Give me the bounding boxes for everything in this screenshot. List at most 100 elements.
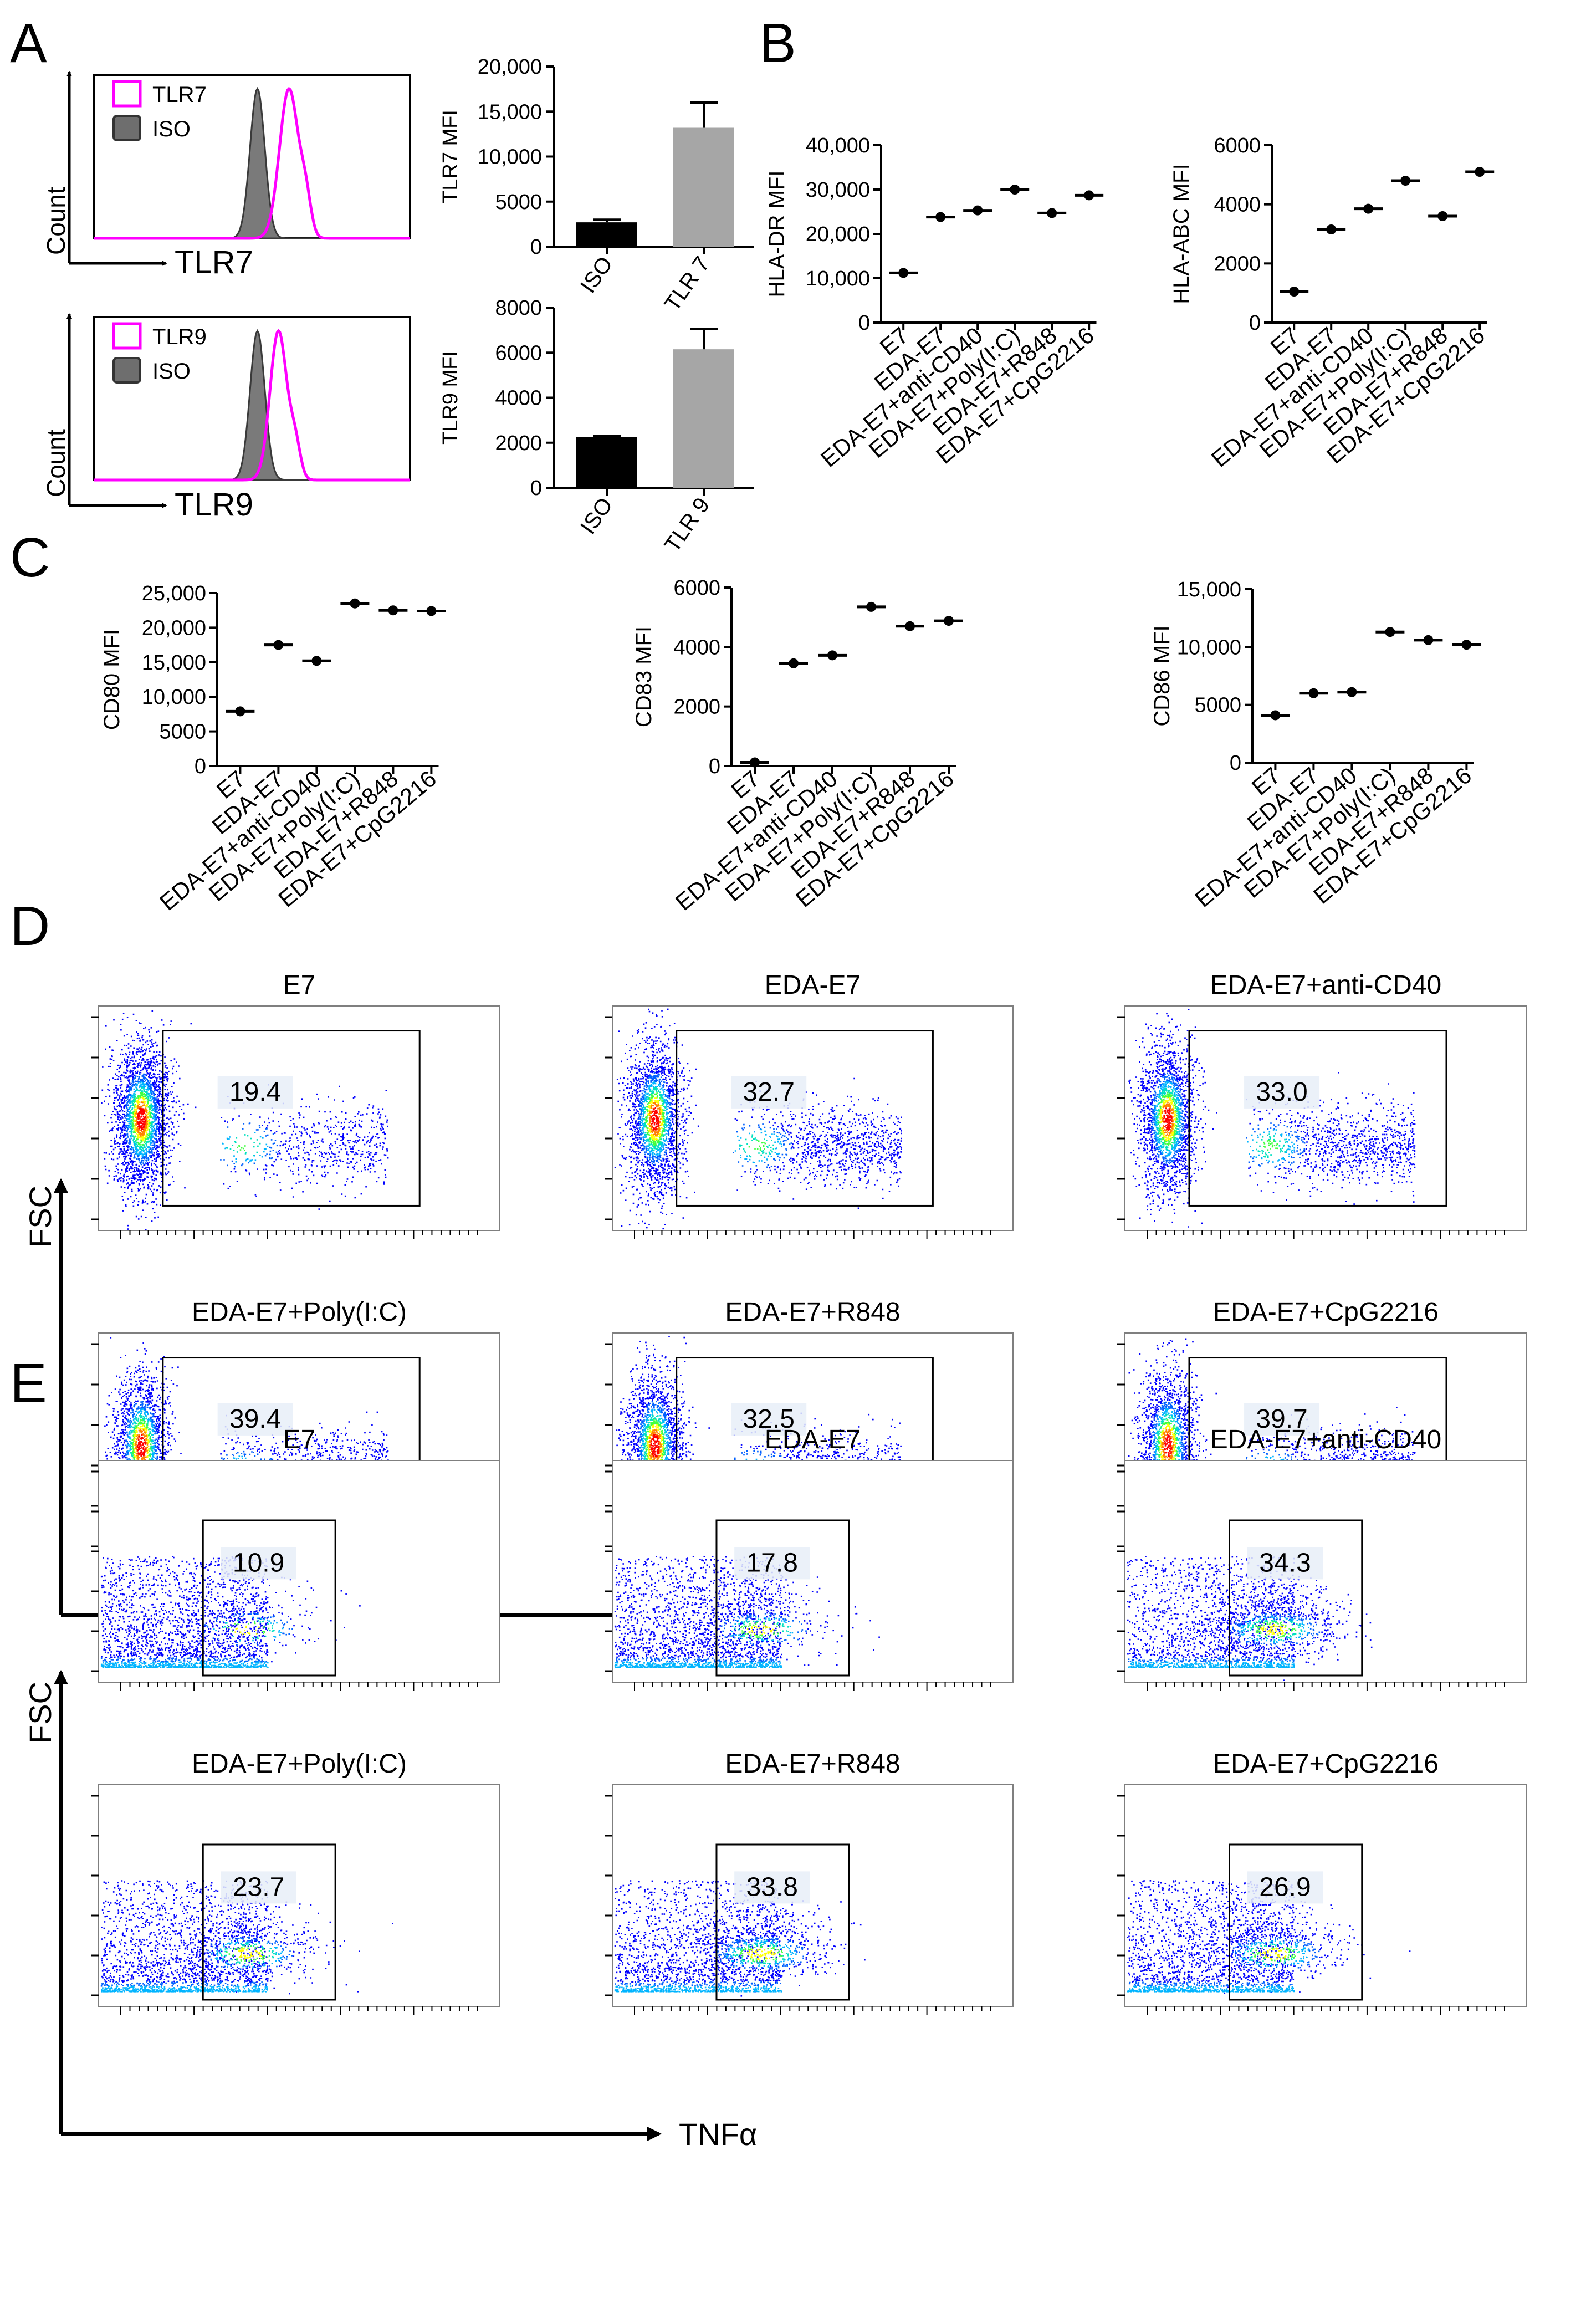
histogram-series-tlr9 [94, 329, 410, 482]
y-axis-label: HLA-ABC MFI [1169, 164, 1194, 304]
legend-swatch-iso [112, 115, 141, 141]
data-point-e7 [1289, 287, 1300, 297]
y-axis-label: FSC [23, 1186, 58, 1248]
data-point-e7 [235, 706, 245, 717]
bar-tlr9 [673, 349, 734, 488]
y-tick-label: 6000 [495, 341, 542, 365]
gate-percentage: 17.8 [746, 1548, 797, 1577]
event-density-7 [137, 1107, 146, 1131]
plot-title: EDA-E7+CpG2216 [1213, 1749, 1439, 1779]
gate-percentage: 33.8 [746, 1872, 797, 1902]
gate-label-bg [1247, 1871, 1323, 1904]
gate-percentage: 23.7 [233, 1872, 284, 1902]
gate-label-bg [221, 1547, 296, 1580]
y-tick-label: 10,000 [806, 267, 870, 290]
y-tick-label: 6000 [673, 576, 720, 600]
event-density-0 [1127, 1556, 1373, 1681]
gate-box [1229, 1519, 1363, 1677]
event-density-0 [1127, 1880, 1411, 1994]
plot-frame [612, 1005, 1014, 1231]
gate-percentage: 19.4 [229, 1077, 281, 1107]
event-density-1 [615, 1937, 807, 1987]
y-tick-label: 20,000 [478, 55, 542, 79]
gate-label-bg [731, 1076, 807, 1109]
flow-plot-eda-e7-anti-cd40: EDA-E7+anti-CD40 34.3 [1117, 1425, 1527, 1691]
data-point-eda-e7-poly-i-c- [1385, 627, 1395, 637]
event-density-5 [234, 1625, 260, 1635]
y-axis-label: CD83 MFI [632, 626, 656, 727]
event-density-2 [614, 1616, 794, 1668]
y-tick-label: 20,000 [142, 616, 206, 640]
event-cloud [614, 1008, 902, 1230]
y-tick-label: 5000 [495, 191, 542, 214]
y-tick-label: 15,000 [142, 651, 206, 675]
y-tick-label: 2000 [1214, 252, 1261, 275]
event-density-5 [746, 1625, 774, 1635]
plot-title: EDA-E7+anti-CD40 [1210, 971, 1442, 1000]
data-point-e7 [898, 268, 909, 278]
event-density-0 [614, 1008, 902, 1230]
gate-label-bg [217, 1076, 293, 1109]
gate-percentage: 33.0 [1256, 1077, 1307, 1107]
plot-frame [98, 1784, 500, 2007]
y-axis-label: Count [42, 187, 70, 255]
gate-label-bg [734, 1871, 810, 1904]
event-density-0 [101, 1010, 389, 1230]
plot-title: EDA-E7+R848 [725, 1749, 900, 1779]
y-tick-label: 5000 [1194, 694, 1241, 717]
event-density-7 [1163, 1107, 1173, 1131]
plot-title: EDA-E7 [765, 971, 861, 1000]
panel-label-b: B [759, 12, 796, 74]
gate-label-bg [217, 1403, 293, 1436]
event-density-0 [614, 1556, 880, 1666]
event-cloud [100, 1556, 361, 1668]
event-density-7 [136, 1434, 146, 1457]
panel-label-c: C [10, 527, 50, 589]
data-point-eda-e7-anti-cd40 [1347, 687, 1357, 697]
y-axis-label: HLA-DR MFI [765, 171, 789, 298]
event-density-4 [226, 1945, 269, 1963]
data-point-eda-e7 [273, 640, 284, 650]
y-tick-label: 2000 [495, 432, 542, 455]
gate-label-bg [1244, 1403, 1320, 1436]
y-axis-label: TLR7 MFI [439, 110, 462, 203]
gate-percentage: 39.7 [1256, 1404, 1307, 1434]
gate-label-bg [731, 1403, 807, 1436]
histogram-tlr7: TLR7 ISO Count TLR7 [42, 71, 411, 280]
plot-frame [1124, 1005, 1527, 1231]
data-point-e7 [1270, 710, 1281, 721]
y-tick-label: 4000 [1214, 193, 1261, 217]
event-density-0 [1128, 1338, 1416, 1558]
event-cloud [101, 1010, 389, 1230]
y-tick-label: 0 [858, 311, 870, 335]
data-point-eda-e7-r848 [1437, 211, 1448, 221]
x-axis-label: TLR9 [175, 487, 253, 523]
flow-plot-eda-e7: EDA-E7 17.8 [605, 1425, 1014, 1691]
flow-plot-eda-e7-r848: EDA-E7+R848 33.8 [605, 1749, 1014, 2015]
y-axis-label: TLR9 MFI [439, 351, 462, 445]
event-density-2 [1154, 1081, 1296, 1163]
data-point-eda-e7 [935, 212, 946, 222]
gate-percentage: 32.5 [743, 1404, 795, 1434]
panel-label-e: E [10, 1352, 47, 1414]
event-density-1 [100, 1612, 293, 1663]
data-point-eda-e7-cpg2216 [944, 616, 954, 626]
event-density-5 [1260, 1948, 1287, 1960]
gate-box [715, 1519, 850, 1677]
event-density-5 [238, 1948, 262, 1960]
y-tick-label: 4000 [495, 387, 542, 410]
event-density-4 [740, 1622, 781, 1638]
y-tick-label: 15,000 [1177, 578, 1241, 601]
bar-iso [576, 437, 637, 488]
data-point-eda-e7-r848 [1423, 635, 1434, 645]
event-density-2 [1128, 1616, 1309, 1668]
y-axis-label: CD86 MFI [1150, 625, 1174, 726]
gate-percentage: 26.9 [1259, 1872, 1311, 1902]
plot-title: EDA-E7+R848 [725, 1298, 900, 1327]
event-cloud [1127, 1556, 1373, 1681]
panel-label-d: D [10, 895, 50, 957]
gate-box [202, 1843, 336, 2001]
event-cloud [614, 1556, 880, 1668]
